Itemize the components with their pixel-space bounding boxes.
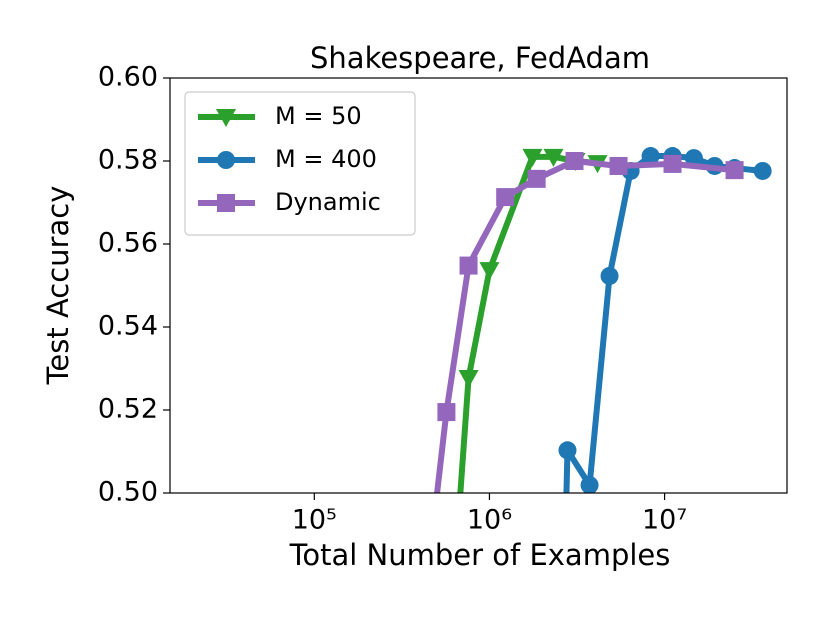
y-tick-label: 0.60 bbox=[98, 62, 158, 93]
x-axis-label: Total Number of Examples bbox=[289, 538, 671, 572]
chart-title: Shakespeare, FedAdam bbox=[310, 41, 650, 75]
marker bbox=[725, 161, 744, 180]
marker bbox=[479, 262, 500, 281]
marker bbox=[543, 148, 564, 167]
marker bbox=[441, 610, 461, 623]
marker bbox=[458, 370, 479, 389]
y-axis-label: Test Accuracy bbox=[41, 186, 75, 386]
marker bbox=[459, 256, 478, 275]
marker bbox=[522, 148, 543, 167]
y-tick-label: 0.54 bbox=[98, 311, 158, 342]
marker bbox=[217, 194, 235, 212]
marker bbox=[558, 441, 577, 460]
legend-label: Dynamic bbox=[275, 188, 381, 216]
legend-label: M = 50 bbox=[275, 102, 362, 130]
y-tick-label: 0.58 bbox=[98, 145, 158, 176]
marker bbox=[527, 169, 546, 188]
marker bbox=[753, 161, 772, 180]
marker bbox=[580, 476, 599, 493]
x-tick-label: 10⁵ bbox=[292, 505, 337, 536]
y-tick-label: 0.50 bbox=[98, 477, 158, 508]
marker bbox=[437, 403, 456, 422]
marker bbox=[216, 109, 236, 127]
legend-label: M = 400 bbox=[275, 145, 377, 173]
marker bbox=[600, 266, 619, 285]
legend-box bbox=[184, 91, 416, 236]
plot-area bbox=[434, 147, 772, 623]
x-tick-label: 10⁷ bbox=[642, 505, 687, 536]
marker bbox=[609, 156, 628, 175]
y-tick-label: 0.56 bbox=[98, 228, 158, 259]
marker bbox=[496, 188, 515, 207]
x-tick-label: 10⁶ bbox=[467, 505, 512, 536]
axes-frame bbox=[169, 77, 788, 494]
marker bbox=[217, 151, 235, 169]
y-tick-label: 0.52 bbox=[98, 394, 158, 425]
marker bbox=[641, 147, 660, 166]
marker bbox=[565, 152, 584, 170]
marker bbox=[663, 154, 682, 173]
